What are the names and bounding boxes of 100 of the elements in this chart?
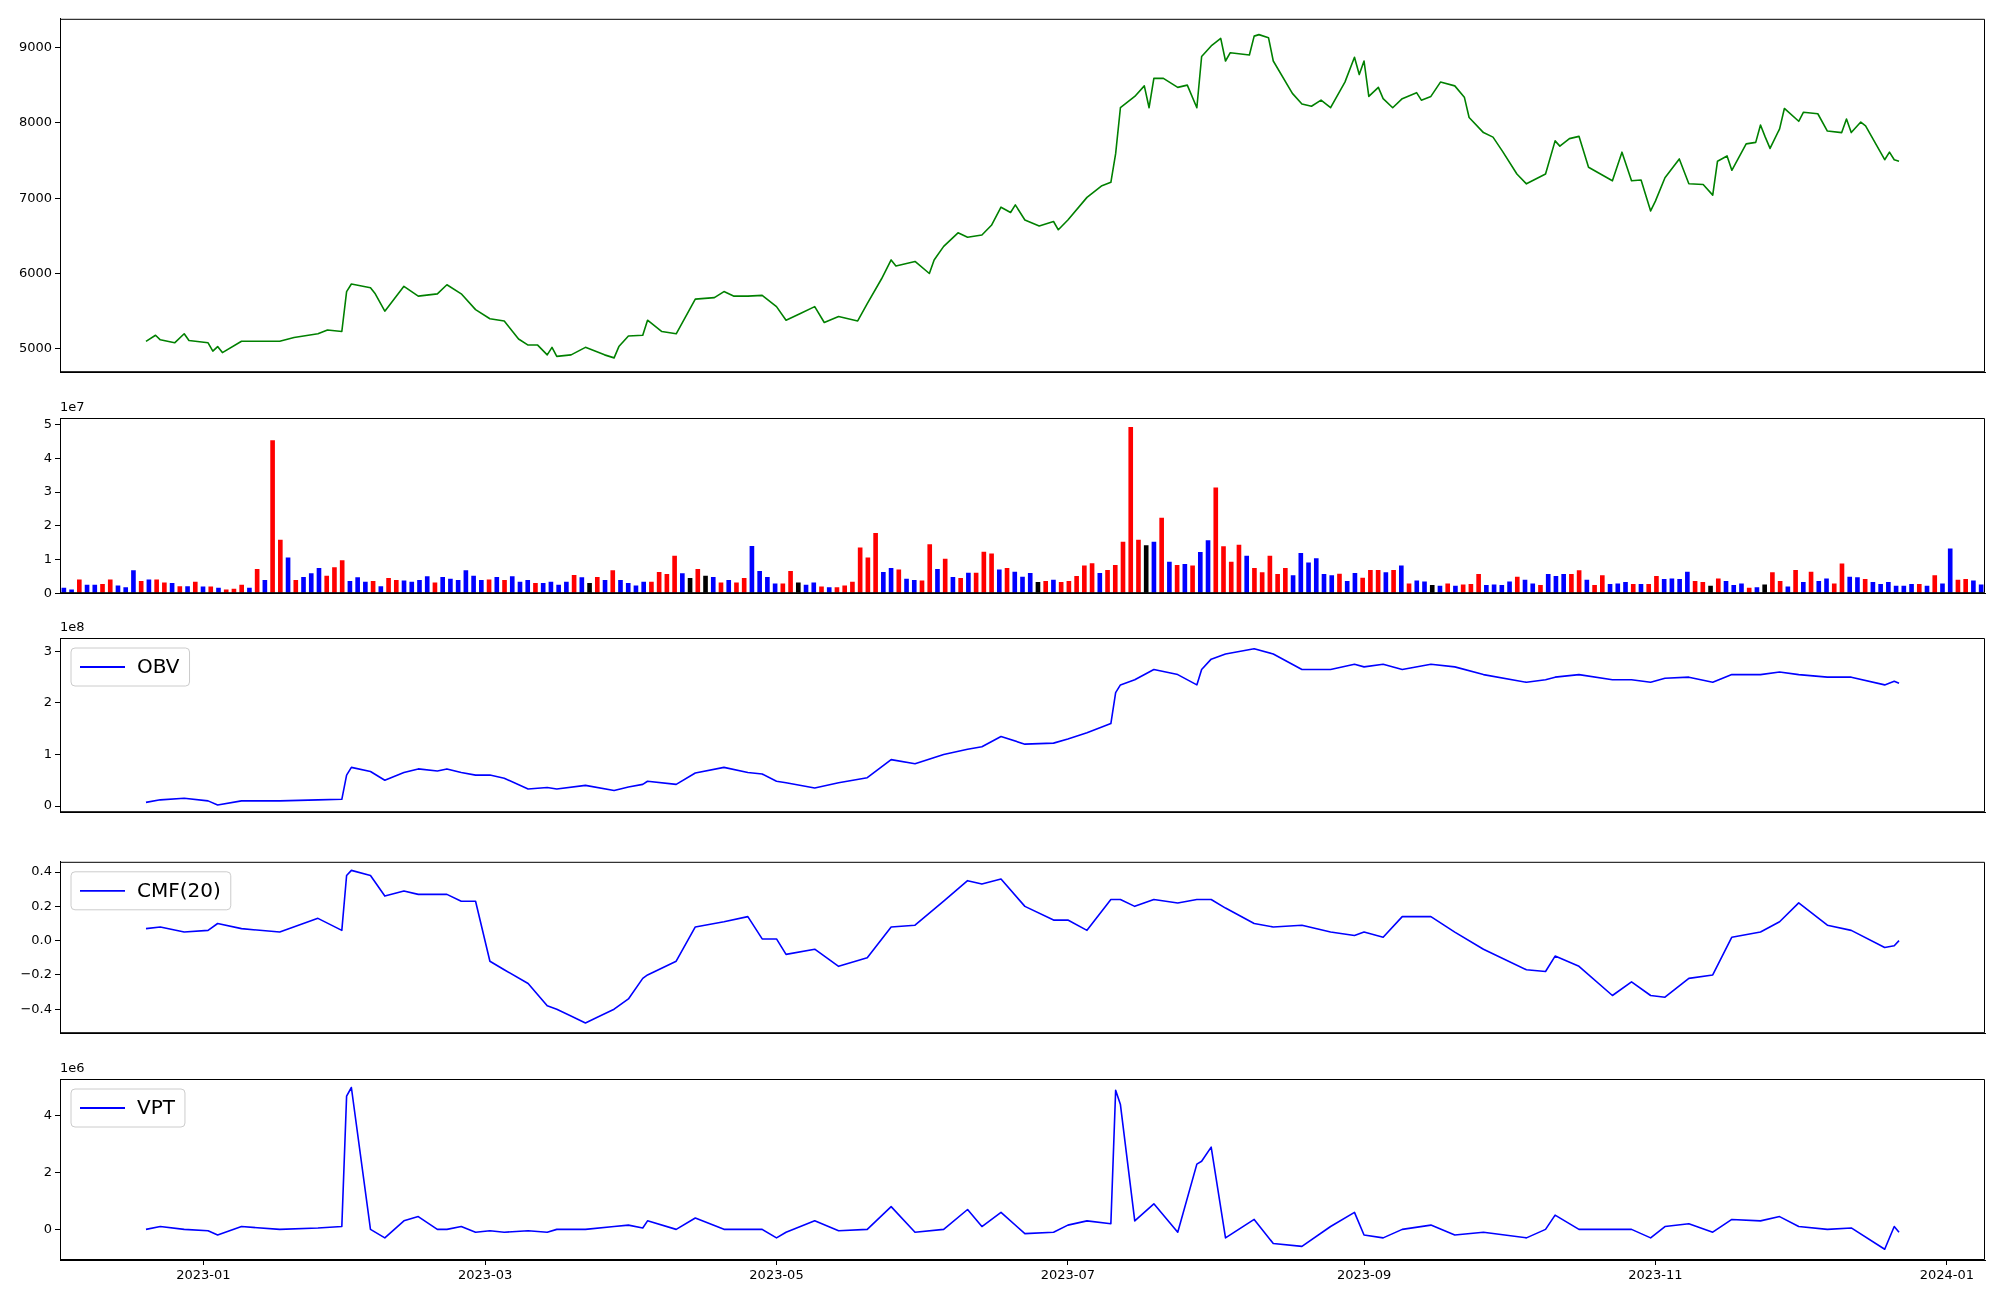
bar (1275, 574, 1280, 593)
bar (896, 569, 902, 593)
bar (1530, 583, 1536, 593)
bar (1074, 576, 1079, 593)
bar (966, 572, 971, 593)
text: 1e8 (60, 618, 85, 634)
x-tick-label: 2023-03 (457, 1267, 513, 1283)
bar (1878, 584, 1883, 593)
bar (1244, 555, 1250, 593)
bar (1136, 539, 1141, 593)
bar (69, 589, 74, 593)
bar (1112, 564, 1118, 593)
y-tick-label: 4 (43, 449, 52, 465)
bar (223, 589, 229, 593)
bar (1739, 583, 1744, 593)
bar (564, 581, 569, 593)
bar (1391, 569, 1396, 593)
bar (100, 584, 105, 593)
bar (927, 544, 933, 593)
y-tick-label: 5000 (18, 340, 52, 356)
bar (1012, 571, 1018, 593)
bar (1097, 572, 1103, 593)
bar (308, 573, 314, 593)
bar (1569, 574, 1574, 593)
bar (448, 578, 453, 593)
bar (1105, 569, 1110, 593)
bar (107, 579, 113, 593)
x-tick-label: 2023-07 (1040, 1267, 1096, 1283)
bar (649, 581, 654, 593)
bar (77, 579, 82, 593)
bar (881, 571, 886, 593)
bar (1197, 552, 1203, 593)
bar (1916, 584, 1922, 593)
bar (996, 569, 1002, 593)
bar (1600, 575, 1605, 593)
bar (1329, 575, 1335, 593)
bar (393, 580, 399, 593)
bar (424, 576, 430, 593)
bar (1538, 585, 1543, 593)
y-tick-label: 0.0 (31, 932, 52, 948)
bar (1909, 584, 1914, 593)
bar (556, 584, 561, 593)
bar (1947, 548, 1953, 593)
x-tick-label: 2023-09 (1336, 1267, 1392, 1283)
bar (904, 578, 909, 593)
y-tick-label: 8000 (18, 114, 52, 130)
bar (1677, 579, 1682, 593)
bar (680, 573, 685, 593)
bar (509, 576, 515, 593)
bar (1685, 571, 1690, 593)
y-tick-label: 3 (43, 642, 52, 658)
bar (525, 580, 531, 593)
bar (185, 586, 190, 593)
bar (942, 558, 948, 593)
bar (440, 577, 445, 593)
y-tick-label: 2 (43, 517, 52, 533)
bar (1252, 567, 1257, 593)
legend-label: VPT (137, 1095, 176, 1120)
bar (332, 567, 337, 593)
bar (726, 580, 732, 593)
bar (734, 582, 739, 593)
bar (1027, 572, 1033, 593)
bar (765, 577, 770, 593)
bar (1514, 576, 1520, 593)
bar (710, 577, 716, 593)
y-tick-label: −0.4 (20, 1000, 52, 1016)
y-tick-label: 1 (43, 745, 52, 761)
bar (1228, 561, 1234, 593)
bar (1824, 578, 1829, 593)
bar (1963, 579, 1968, 593)
bar (1414, 580, 1420, 593)
bar (788, 570, 793, 593)
bar (1592, 585, 1597, 593)
bar (873, 532, 878, 593)
x-tick-label: 2023-11 (1628, 1267, 1683, 1283)
y-tick-label: 0.4 (31, 863, 52, 879)
y-tick-label: 3 (43, 483, 52, 499)
bar (958, 578, 963, 593)
y-tick-label: 7000 (18, 189, 52, 205)
y-tick-label: 9000 (18, 38, 52, 54)
bar (1020, 576, 1025, 593)
bar (1855, 577, 1860, 593)
bar (1801, 582, 1806, 593)
y-tick-label: 1 (43, 550, 52, 566)
bar (1344, 581, 1350, 593)
bar (1816, 581, 1822, 593)
bar (208, 586, 214, 593)
bar (540, 583, 546, 593)
bar (1283, 567, 1288, 593)
legend-label: CMF(20) (137, 878, 221, 902)
bar (610, 570, 616, 593)
y-tick-label: 0 (43, 584, 52, 600)
y-tick-label: 0 (43, 1220, 52, 1236)
bar (1886, 582, 1891, 593)
bar (1971, 580, 1976, 593)
bar (1793, 569, 1798, 593)
bar (471, 575, 476, 593)
bar (1630, 584, 1636, 593)
y-tick-label: 4 (43, 1107, 52, 1123)
bar (842, 585, 848, 593)
